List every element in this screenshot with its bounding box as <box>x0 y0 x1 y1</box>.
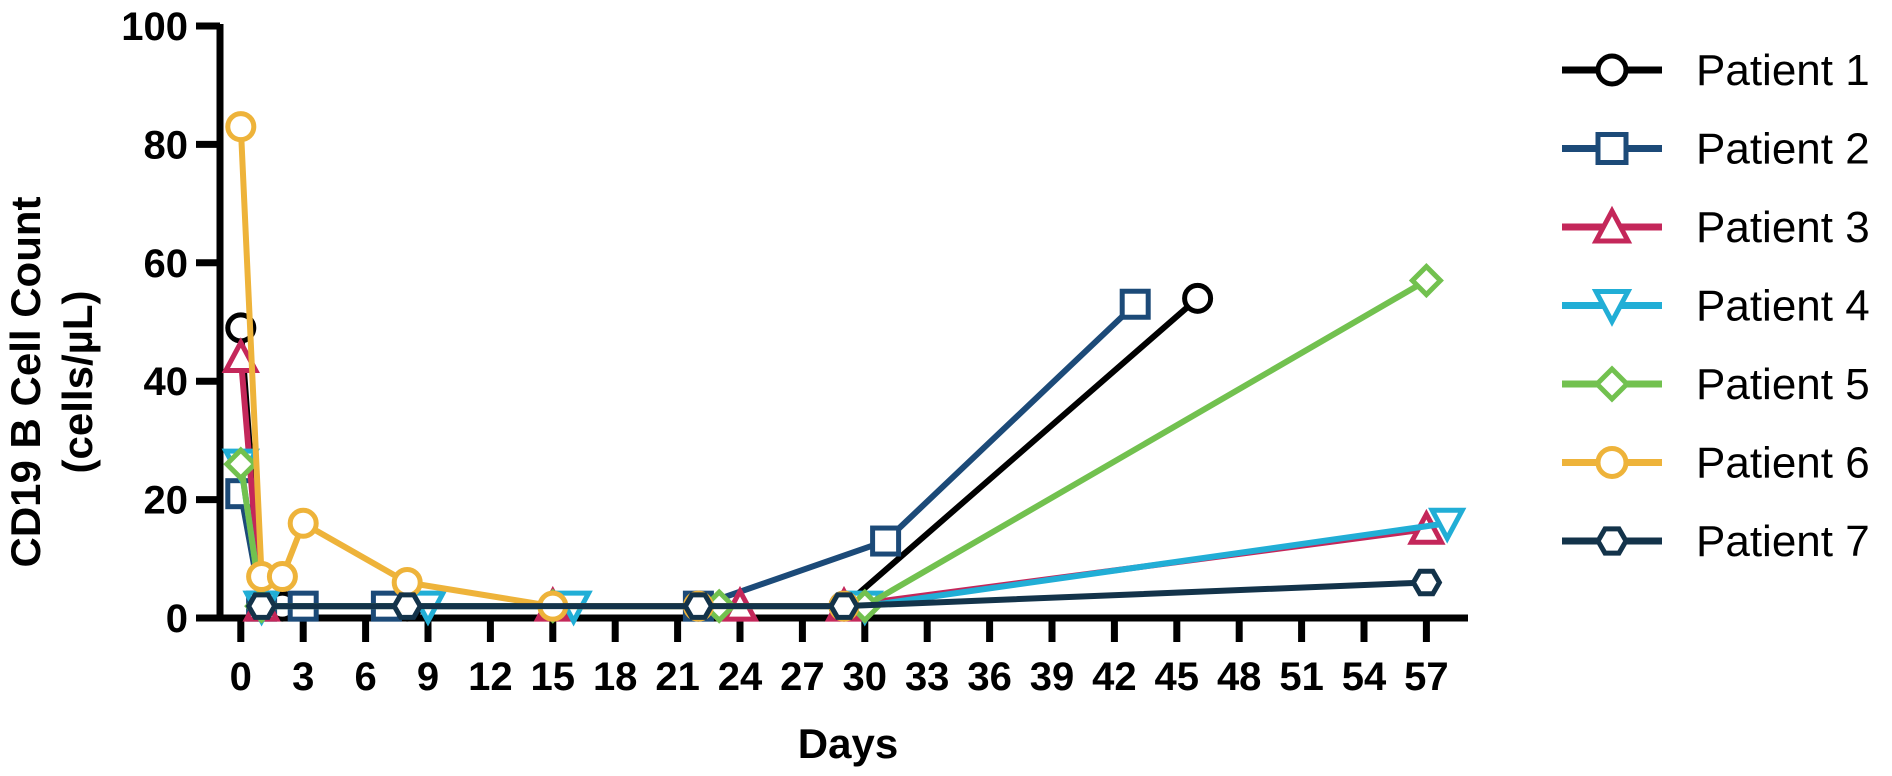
y-tick-label: 80 <box>144 123 189 167</box>
series-1 <box>225 282 1214 622</box>
data-point-marker <box>1591 205 1633 244</box>
y-tick-label: 20 <box>144 479 189 523</box>
y-tick-label: 40 <box>144 360 189 404</box>
data-point-marker <box>1595 132 1629 165</box>
x-tick-label: 33 <box>905 655 950 699</box>
data-point-marker <box>682 592 715 620</box>
data-point-marker <box>1410 568 1443 597</box>
data-point-marker <box>266 561 298 593</box>
series-layer <box>221 111 1467 627</box>
data-point-marker <box>1591 289 1633 327</box>
data-point-marker <box>225 111 257 143</box>
x-tick-label: 15 <box>531 655 576 699</box>
data-point-marker <box>287 507 319 539</box>
y-tick-label: 100 <box>121 5 188 49</box>
y-tick-label: 60 <box>144 242 189 286</box>
legend-label: Patient 4 <box>1696 282 1870 331</box>
legend-label: Patient 6 <box>1696 439 1870 488</box>
x-axis-title: Days <box>798 720 898 767</box>
legend-item-4: Patient 4 <box>1562 282 1870 331</box>
x-tick-label: 54 <box>1342 655 1387 699</box>
x-tick-label: 48 <box>1217 655 1262 699</box>
x-tick-label: 0 <box>230 655 252 699</box>
legend: Patient 1 Patient 2 Patient 3 Patient 4 Pati… <box>1562 46 1870 566</box>
data-point-marker <box>245 592 278 620</box>
series-line <box>237 126 844 610</box>
series-2 <box>225 288 1151 622</box>
x-tick-label: 39 <box>1030 655 1075 699</box>
data-point-marker <box>1595 446 1629 479</box>
x-tick-label: 51 <box>1279 655 1324 699</box>
series-line <box>237 357 1427 610</box>
y-tick-label: 0 <box>166 597 188 641</box>
y-axis-title-line1: CD19 B Cell Count <box>2 196 49 567</box>
data-point-marker <box>1595 53 1629 87</box>
data-point-marker <box>828 592 860 620</box>
x-tick-label: 57 <box>1404 655 1449 699</box>
data-point-marker <box>1408 263 1444 299</box>
legend-item-3: Patient 3 <box>1562 203 1870 252</box>
legend-label: Patient 2 <box>1696 125 1870 174</box>
data-point-marker <box>391 566 423 598</box>
legend-item-1: Patient 1 <box>1562 46 1870 95</box>
data-point-marker <box>221 337 260 374</box>
x-tick-label: 30 <box>843 655 888 699</box>
y-axis-title-line2: (cells/µL) <box>54 291 101 474</box>
series-line <box>237 296 1200 610</box>
legend-label: Patient 1 <box>1696 46 1870 95</box>
legend-label: Patient 7 <box>1696 517 1870 566</box>
x-tick-label: 18 <box>593 655 638 699</box>
x-tick-label: 24 <box>718 655 763 699</box>
legend-item-6: Patient 6 <box>1562 439 1870 488</box>
x-tick-label: 42 <box>1092 655 1137 699</box>
series-7 <box>245 568 1443 620</box>
x-tick-label: 36 <box>967 655 1012 699</box>
legend-label: Patient 5 <box>1696 360 1870 409</box>
x-tick-label: 12 <box>468 655 513 699</box>
data-point-marker <box>1182 282 1214 314</box>
x-tick-label: 27 <box>780 655 825 699</box>
legend-item-2: Patient 2 <box>1562 125 1870 174</box>
y-axis-title: CD19 B Cell Count (cells/µL) <box>2 196 101 567</box>
legend-item-5: Patient 5 <box>1562 360 1870 409</box>
data-point-marker <box>1593 365 1631 403</box>
legend-item-7: Patient 7 <box>1562 517 1870 566</box>
x-tick-label: 21 <box>655 655 700 699</box>
data-point-marker <box>1595 526 1629 556</box>
x-tick-label: 3 <box>292 655 314 699</box>
data-point-marker <box>1119 288 1151 320</box>
x-tick-label: 6 <box>354 655 376 699</box>
x-tick-label: 9 <box>417 655 439 699</box>
data-point-marker <box>1428 507 1467 544</box>
data-point-marker <box>870 525 902 557</box>
legend-label: Patient 3 <box>1696 203 1870 252</box>
data-point-marker <box>223 446 259 482</box>
x-tick-label: 45 <box>1155 655 1200 699</box>
series-6 <box>225 111 860 622</box>
data-point-marker <box>391 592 424 620</box>
